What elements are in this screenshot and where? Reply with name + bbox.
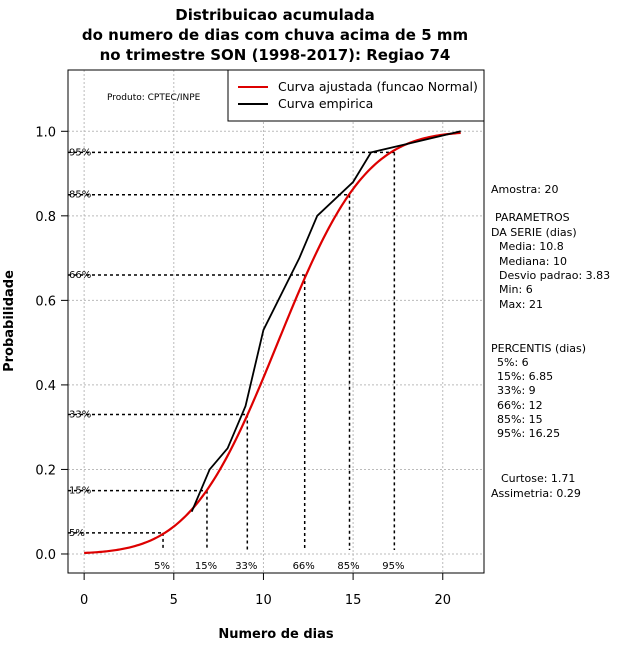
stat-p95: 95%: 16.25 [497, 427, 560, 440]
percentile-y-label-66: 66% [69, 270, 91, 281]
x-tick-label-5: 5 [170, 593, 178, 608]
stat-amostra: Amostra: 20 [491, 183, 558, 196]
chart-title: Distribuicao acumulada do numero de dias… [82, 6, 468, 64]
percentile-y-label-33: 33% [69, 409, 91, 420]
percentile-x-label-95: 95% [382, 561, 404, 572]
percentile-x-label-66: 66% [293, 561, 315, 572]
grid-lines [68, 70, 484, 573]
y-axis: 0.0 0.2 0.4 0.6 0.8 1.0 [35, 125, 68, 563]
stat-p33: 33%: 9 [497, 384, 536, 397]
percentile-x-label-85: 85% [337, 561, 359, 572]
series-empirical-line [190, 130, 461, 513]
stat-assimetria: Assimetria: 0.29 [491, 487, 581, 500]
x-tick-label-20: 20 [434, 593, 451, 608]
y-tick-label-1: 0.2 [35, 463, 56, 478]
y-tick-label-4: 0.8 [35, 210, 56, 225]
percentile-x-label-5: 5% [154, 561, 170, 572]
chart-title-line-2: do numero de dias com chuva acima de 5 m… [82, 26, 468, 44]
x-tick-label-0: 0 [80, 593, 88, 608]
plot-frame [67, 69, 485, 574]
percentile-y-label-85: 85% [69, 190, 91, 201]
stat-p66: 66%: 12 [497, 399, 543, 412]
legend-label-empirical: Curva empirica [278, 96, 373, 111]
y-axis-label: Probabilidade [2, 270, 17, 372]
x-axis-label: Numero de dias [218, 627, 334, 642]
legend-box [227, 69, 485, 122]
x-tick-label-15: 15 [345, 593, 362, 608]
x-axis: 0 5 10 15 20 [80, 572, 451, 608]
stat-desvio: Desvio padrao: 3.83 [499, 269, 610, 282]
stats-panel: Amostra: 20 PARAMETROS DA SERIE (dias) M… [491, 183, 610, 500]
stat-p85: 85%: 15 [497, 413, 543, 426]
stat-curtose: Curtose: 1.71 [501, 472, 575, 485]
series-fitted-normal-line [84, 131, 461, 555]
y-tick-label-3: 0.6 [35, 294, 56, 309]
legend: Curva ajustada (funcao Normal) Curva emp… [227, 69, 485, 122]
stat-percentis-heading: PERCENTIS (dias) [491, 342, 586, 355]
produto-annotation: Produto: CPTEC/INPE [107, 93, 201, 103]
y-tick-label-0: 0.0 [35, 548, 56, 563]
percentile-y-label-95: 95% [69, 147, 91, 158]
stat-parametros-heading: PARAMETROS [495, 211, 570, 224]
stat-mediana: Mediana: 10 [499, 255, 567, 268]
percentile-labels: 5% 5% 15% 15% 33% 33% 66% 66% 85% 85% 95% 95% [69, 147, 404, 572]
stat-media: Media: 10.8 [499, 240, 564, 253]
percentile-x-label-15: 15% [195, 561, 217, 572]
stat-min: Min: 6 [499, 283, 533, 296]
percentile-guides [68, 151, 396, 550]
percentile-x-label-33: 33% [235, 561, 257, 572]
chart-title-line-1: Distribuicao acumulada [175, 6, 374, 24]
series-layer [84, 130, 461, 555]
stat-p5: 5%: 6 [497, 356, 529, 369]
chart-title-line-3: no trimestre SON (1998-2017): Regiao 74 [100, 46, 451, 64]
legend-label-fitted: Curva ajustada (funcao Normal) [278, 79, 478, 94]
x-tick-label-10: 10 [255, 593, 272, 608]
y-tick-label-2: 0.4 [35, 379, 56, 394]
stat-max: Max: 21 [499, 298, 543, 311]
y-tick-label-5: 1.0 [35, 125, 56, 140]
percentile-y-label-5: 5% [69, 528, 85, 539]
stat-p15: 15%: 6.85 [497, 370, 553, 383]
stat-serie-heading: DA SERIE (dias) [491, 226, 577, 239]
percentile-y-label-15: 15% [69, 486, 91, 497]
